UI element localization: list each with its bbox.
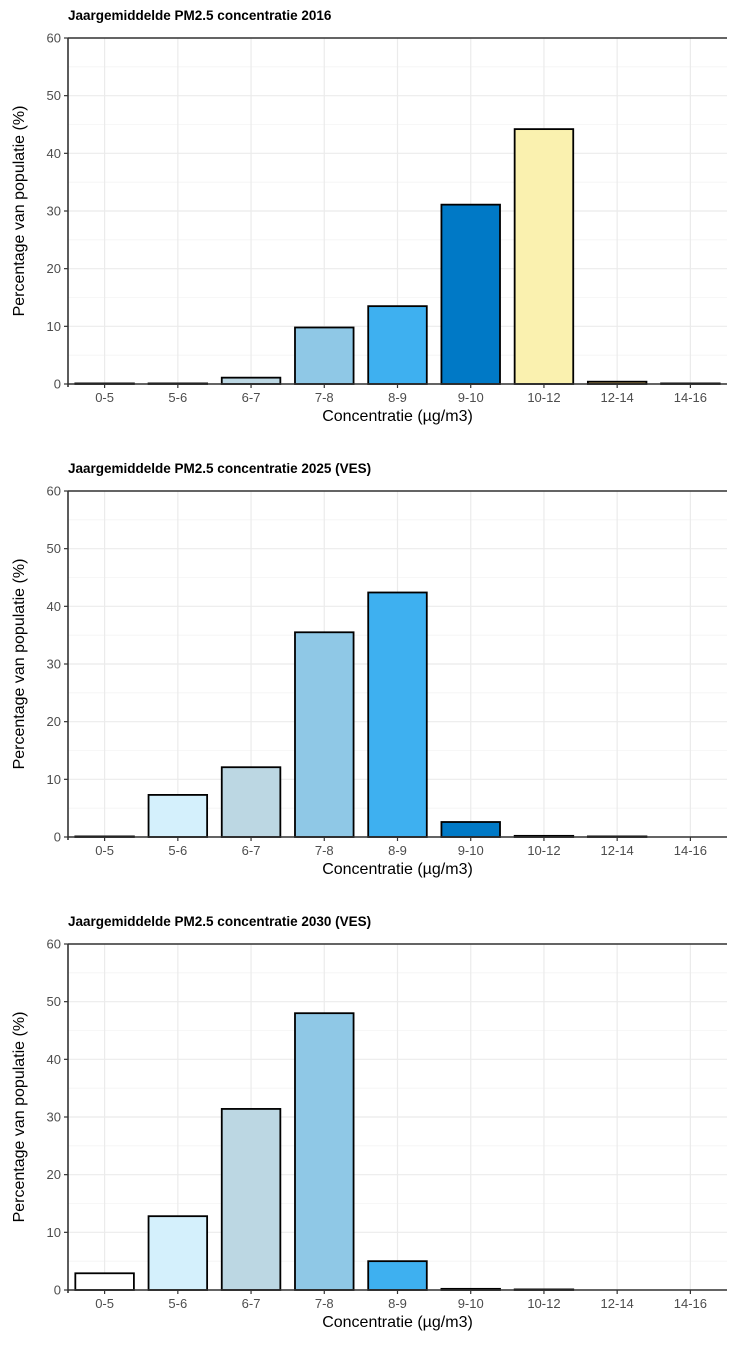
chart-title: Jaargemiddelde PM2.5 concentratie 2025 (…: [68, 461, 371, 476]
x-tick-label: 14-16: [674, 1296, 707, 1311]
bar-5-6: [147, 794, 209, 838]
x-tick-label: 8-9: [388, 1296, 407, 1311]
chart-panel-1: Jaargemiddelde PM2.5 concentratie 2016 0 1…: [11, 8, 727, 425]
y-tick-label: 60: [47, 484, 61, 499]
x-tick-label: 7-8: [315, 1296, 334, 1311]
bar-7-8: [294, 1012, 355, 1291]
y-tick-label: 0: [54, 377, 61, 392]
x-tick-label: 6-7: [242, 1296, 261, 1311]
y-tick-label: 10: [47, 772, 61, 787]
bar-8-9: [367, 305, 428, 385]
x-axis-label: Concentratie (µg/m3): [322, 408, 473, 425]
x-tick-label: 14-16: [674, 843, 707, 858]
y-tick-label: 40: [47, 1052, 61, 1067]
chart-title: Jaargemiddelde PM2.5 concentratie 2016: [68, 8, 332, 23]
y-tick-label: 50: [47, 994, 61, 1009]
y-tick-label: 10: [47, 319, 61, 334]
y-tick-label: 20: [47, 714, 61, 729]
x-tick-label: 9-10: [458, 1296, 484, 1311]
bar-0-5: [74, 1272, 135, 1291]
y-axis-label: Percentage van populatie (%): [11, 1012, 28, 1223]
y-tick-label: 20: [47, 261, 61, 276]
x-tick-label: 8-9: [388, 843, 407, 858]
y-axis-label: Percentage van populatie (%): [11, 106, 28, 317]
bar-7-8: [294, 631, 355, 838]
x-tick-label: 12-14: [601, 843, 634, 858]
x-tick-label: 0-5: [95, 843, 114, 858]
y-tick-label: 0: [54, 830, 61, 845]
x-tick-label: 5-6: [168, 390, 187, 405]
y-tick-label: 60: [47, 937, 61, 952]
bar-6-7: [220, 1108, 282, 1291]
y-tick-label: 40: [47, 599, 61, 614]
x-tick-label: 14-16: [674, 390, 707, 405]
y-tick-label: 20: [47, 1167, 61, 1182]
y-tick-label: 0: [54, 1283, 61, 1298]
bar-7-8: [294, 326, 355, 385]
x-tick-label: 10-12: [527, 843, 560, 858]
bar-6-7: [220, 376, 282, 385]
y-tick-label: 30: [47, 204, 61, 219]
x-tick-label: 10-12: [527, 1296, 560, 1311]
y-axis-label: Percentage van populatie (%): [11, 559, 28, 770]
x-tick-label: 7-8: [315, 843, 334, 858]
x-tick-label: 10-12: [527, 390, 560, 405]
y-tick-label: 10: [47, 1225, 61, 1240]
x-tick-label: 9-10: [458, 390, 484, 405]
bar-9-10: [440, 203, 501, 385]
x-tick-label: 9-10: [458, 843, 484, 858]
bar-8-9: [367, 591, 428, 838]
x-tick-label: 0-5: [95, 1296, 114, 1311]
x-tick-label: 12-14: [601, 1296, 634, 1311]
x-axis-label: Concentratie (µg/m3): [322, 861, 473, 878]
y-tick-label: 40: [47, 146, 61, 161]
y-tick-label: 50: [47, 88, 61, 103]
x-tick-label: 8-9: [388, 390, 407, 405]
y-tick-label: 50: [47, 541, 61, 556]
x-tick-label: 5-6: [168, 843, 187, 858]
x-tick-label: 0-5: [95, 390, 114, 405]
x-tick-label: 6-7: [242, 843, 261, 858]
y-tick-label: 60: [47, 31, 61, 46]
bar-6-7: [220, 766, 282, 838]
y-tick-label: 30: [47, 1110, 61, 1125]
x-tick-label: 5-6: [168, 1296, 187, 1311]
chart-panel-2: Jaargemiddelde PM2.5 concentratie 2025 (…: [11, 461, 727, 878]
x-tick-label: 6-7: [242, 390, 261, 405]
bar-8-9: [367, 1260, 428, 1291]
y-tick-label: 30: [47, 657, 61, 672]
bar-10-12: [513, 128, 575, 385]
chart-title: Jaargemiddelde PM2.5 concentratie 2030 (…: [68, 914, 371, 929]
bar-5-6: [147, 1215, 209, 1291]
x-tick-label: 7-8: [315, 390, 334, 405]
x-tick-label: 12-14: [601, 390, 634, 405]
x-axis-label: Concentratie (µg/m3): [322, 1314, 473, 1331]
bar-9-10: [440, 821, 501, 838]
chart-panel-3: Jaargemiddelde PM2.5 concentratie 2030 (…: [11, 914, 727, 1331]
